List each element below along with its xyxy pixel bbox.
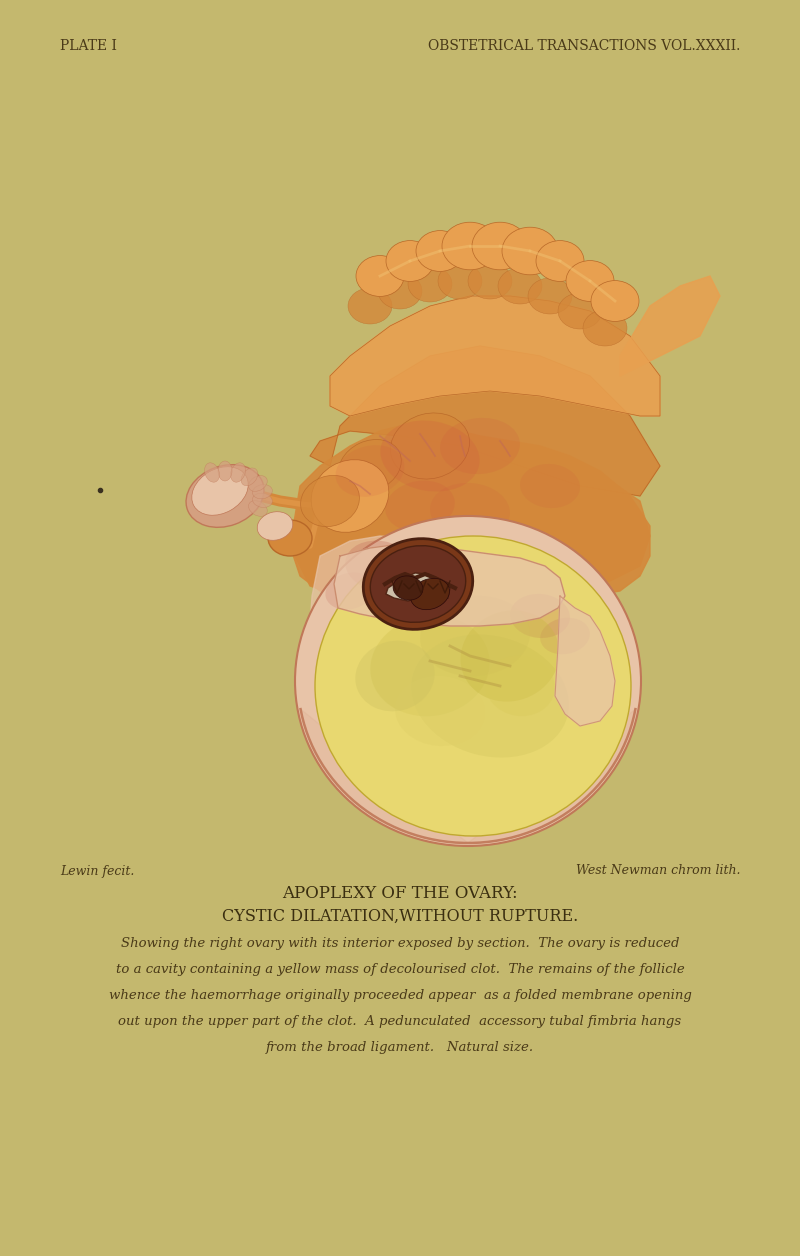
Ellipse shape <box>378 273 422 309</box>
Ellipse shape <box>502 227 558 275</box>
Ellipse shape <box>311 460 389 533</box>
Ellipse shape <box>420 595 530 676</box>
Polygon shape <box>310 345 660 496</box>
Ellipse shape <box>335 445 405 497</box>
Ellipse shape <box>380 421 480 491</box>
Ellipse shape <box>536 241 584 281</box>
Text: from the broad ligament.   Natural size.: from the broad ligament. Natural size. <box>266 1040 534 1054</box>
Ellipse shape <box>326 573 374 609</box>
Text: out upon the upper part of the clot.  A pedunculated  accessory tubal fimbria ha: out upon the upper part of the clot. A p… <box>118 1015 682 1027</box>
Ellipse shape <box>386 241 434 281</box>
Polygon shape <box>386 573 450 602</box>
Ellipse shape <box>442 222 498 270</box>
Ellipse shape <box>186 465 264 528</box>
Ellipse shape <box>355 641 434 711</box>
Ellipse shape <box>485 656 555 716</box>
Polygon shape <box>295 431 650 597</box>
Polygon shape <box>555 597 615 726</box>
Ellipse shape <box>356 256 404 296</box>
Ellipse shape <box>393 577 423 600</box>
Ellipse shape <box>582 644 618 677</box>
Ellipse shape <box>363 539 473 629</box>
Polygon shape <box>310 536 575 641</box>
Ellipse shape <box>566 260 614 301</box>
Ellipse shape <box>540 618 590 654</box>
Ellipse shape <box>438 263 482 299</box>
Ellipse shape <box>386 481 454 531</box>
Ellipse shape <box>408 266 452 301</box>
Ellipse shape <box>520 463 580 509</box>
Text: Lewin fecit.: Lewin fecit. <box>60 864 134 878</box>
Ellipse shape <box>253 485 272 499</box>
Ellipse shape <box>346 540 414 592</box>
Ellipse shape <box>295 516 641 847</box>
Text: whence the haemorrhage originally proceeded appear  as a folded membrane opening: whence the haemorrhage originally procee… <box>109 988 691 1001</box>
Ellipse shape <box>370 615 490 716</box>
Ellipse shape <box>301 475 359 526</box>
Ellipse shape <box>410 578 450 609</box>
Ellipse shape <box>382 556 438 597</box>
Polygon shape <box>620 276 720 376</box>
Polygon shape <box>290 425 650 597</box>
Ellipse shape <box>528 278 572 314</box>
Ellipse shape <box>472 222 528 270</box>
Ellipse shape <box>249 501 267 516</box>
Ellipse shape <box>468 263 512 299</box>
Ellipse shape <box>249 476 267 491</box>
Ellipse shape <box>192 467 248 515</box>
Ellipse shape <box>370 545 466 622</box>
Ellipse shape <box>568 622 612 661</box>
Polygon shape <box>334 544 565 625</box>
Ellipse shape <box>258 511 293 540</box>
Ellipse shape <box>218 461 232 481</box>
Text: APOPLEXY OF THE OVARY:: APOPLEXY OF THE OVARY: <box>282 885 518 903</box>
Ellipse shape <box>338 440 402 492</box>
Ellipse shape <box>498 268 542 304</box>
Ellipse shape <box>268 520 312 556</box>
Ellipse shape <box>205 462 219 482</box>
Ellipse shape <box>253 494 272 507</box>
Text: CYSTIC DILATATION,WITHOUT RUPTURE.: CYSTIC DILATATION,WITHOUT RUPTURE. <box>222 908 578 924</box>
Text: to a cavity containing a yellow mass of decolourised clot.  The remains of the f: to a cavity containing a yellow mass of … <box>116 962 684 976</box>
Text: West Newman chrom lith.: West Newman chrom lith. <box>575 864 740 878</box>
Ellipse shape <box>230 462 246 482</box>
Ellipse shape <box>510 594 570 638</box>
Text: PLATE I: PLATE I <box>60 39 117 53</box>
Ellipse shape <box>461 610 559 702</box>
Ellipse shape <box>348 288 392 324</box>
Ellipse shape <box>416 231 464 271</box>
Text: Showing the right ovary with its interior exposed by section.  The ovary is redu: Showing the right ovary with its interio… <box>121 937 679 950</box>
Polygon shape <box>330 296 660 416</box>
Ellipse shape <box>558 293 602 329</box>
Ellipse shape <box>583 310 627 345</box>
Ellipse shape <box>580 672 610 700</box>
Ellipse shape <box>315 536 631 836</box>
Ellipse shape <box>395 676 485 746</box>
Ellipse shape <box>390 413 470 479</box>
Ellipse shape <box>241 468 258 486</box>
Ellipse shape <box>591 280 639 322</box>
Ellipse shape <box>430 482 510 539</box>
Ellipse shape <box>440 418 520 474</box>
Polygon shape <box>301 710 635 843</box>
Text: OBSTETRICAL TRANSACTIONS VOL.XXXII.: OBSTETRICAL TRANSACTIONS VOL.XXXII. <box>428 39 740 53</box>
Ellipse shape <box>411 634 569 757</box>
